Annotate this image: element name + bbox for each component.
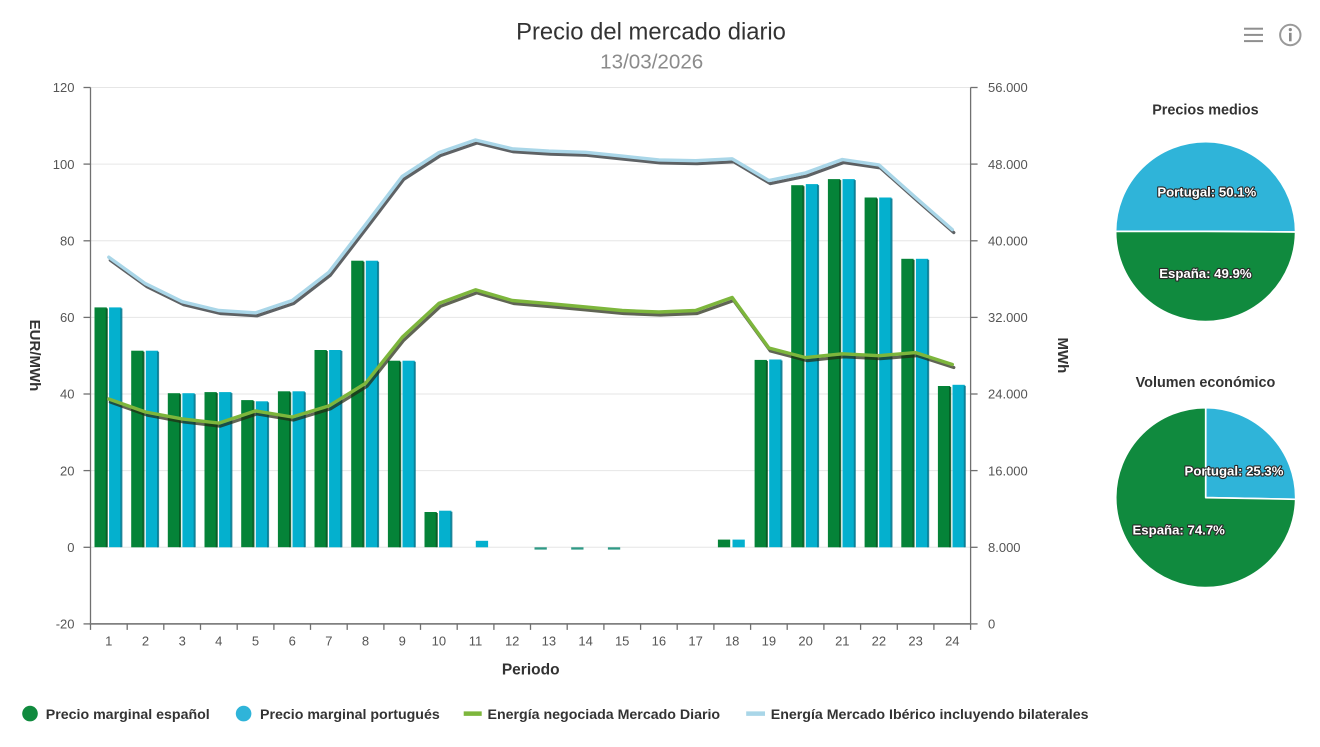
svg-text:0: 0 bbox=[67, 540, 74, 555]
svg-text:17: 17 bbox=[688, 634, 702, 649]
svg-text:España: 49.9%: España: 49.9% bbox=[1159, 266, 1252, 281]
svg-text:Energía negociada Mercado Diar: Energía negociada Mercado Diario bbox=[488, 707, 721, 723]
svg-text:60: 60 bbox=[60, 310, 74, 325]
svg-text:13: 13 bbox=[542, 634, 556, 649]
svg-text:13/03/2026: 13/03/2026 bbox=[600, 51, 703, 74]
svg-text:3: 3 bbox=[179, 634, 186, 649]
svg-text:100: 100 bbox=[53, 157, 75, 172]
svg-text:24: 24 bbox=[945, 634, 959, 649]
svg-text:9: 9 bbox=[399, 634, 406, 649]
svg-text:Precio marginal portugués: Precio marginal portugués bbox=[260, 707, 440, 723]
svg-text:21: 21 bbox=[835, 634, 849, 649]
svg-text:España: 74.7%: España: 74.7% bbox=[1133, 523, 1226, 538]
svg-text:22: 22 bbox=[872, 634, 886, 649]
svg-text:Portugal: 50.1%: Portugal: 50.1% bbox=[1157, 184, 1256, 199]
svg-text:24.000: 24.000 bbox=[988, 387, 1028, 402]
svg-text:23: 23 bbox=[908, 634, 922, 649]
svg-text:Precio marginal español: Precio marginal español bbox=[46, 707, 210, 723]
svg-text:2: 2 bbox=[142, 634, 149, 649]
svg-text:48.000: 48.000 bbox=[988, 157, 1028, 172]
svg-text:0: 0 bbox=[988, 617, 995, 632]
svg-text:18: 18 bbox=[725, 634, 739, 649]
svg-text:8: 8 bbox=[362, 634, 369, 649]
svg-text:40.000: 40.000 bbox=[988, 234, 1028, 249]
svg-text:-20: -20 bbox=[56, 617, 75, 632]
svg-text:56.000: 56.000 bbox=[988, 80, 1028, 95]
svg-text:1: 1 bbox=[105, 634, 112, 649]
svg-text:16: 16 bbox=[652, 634, 666, 649]
svg-text:16.000: 16.000 bbox=[988, 463, 1028, 478]
svg-text:8.000: 8.000 bbox=[988, 540, 1021, 555]
svg-text:40: 40 bbox=[60, 387, 74, 402]
svg-text:7: 7 bbox=[325, 634, 332, 649]
svg-text:80: 80 bbox=[60, 234, 74, 249]
svg-text:MWh: MWh bbox=[1054, 337, 1071, 373]
svg-text:11: 11 bbox=[469, 634, 483, 649]
svg-text:120: 120 bbox=[53, 80, 75, 95]
svg-text:14: 14 bbox=[578, 634, 592, 649]
svg-text:5: 5 bbox=[252, 634, 259, 649]
svg-text:10: 10 bbox=[432, 634, 446, 649]
svg-text:12: 12 bbox=[505, 634, 519, 649]
svg-text:Volumen económico: Volumen económico bbox=[1136, 375, 1276, 391]
svg-text:4: 4 bbox=[215, 634, 222, 649]
svg-text:32.000: 32.000 bbox=[988, 310, 1028, 325]
svg-text:Precios medios: Precios medios bbox=[1152, 103, 1258, 119]
svg-text:6: 6 bbox=[289, 634, 296, 649]
svg-text:Energía Mercado Ibérico incluy: Energía Mercado Ibérico incluyendo bilat… bbox=[771, 707, 1089, 723]
svg-text:19: 19 bbox=[762, 634, 776, 649]
svg-text:15: 15 bbox=[615, 634, 629, 649]
svg-text:Portugal: 25.3%: Portugal: 25.3% bbox=[1185, 464, 1284, 479]
svg-text:Precio del mercado diario: Precio del mercado diario bbox=[516, 19, 786, 46]
svg-text:20: 20 bbox=[60, 463, 74, 478]
svg-text:20: 20 bbox=[798, 634, 812, 649]
svg-text:Periodo: Periodo bbox=[502, 662, 560, 679]
svg-text:EUR/MWh: EUR/MWh bbox=[26, 320, 43, 392]
